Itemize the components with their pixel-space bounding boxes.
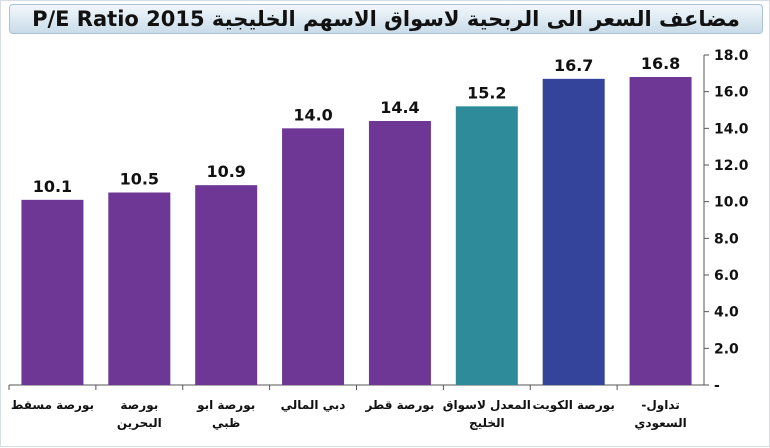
y-tick-label: 8.0 [714,231,739,247]
category-label: بورصة الكويت [533,398,615,413]
category-label: البحرين [117,416,162,430]
bar [282,128,345,385]
bar [368,121,431,385]
category-label: بورصة ابو [196,398,255,413]
y-tick-label: 12.0 [714,158,749,174]
category-label: السعودي [634,416,686,431]
bar-value-label: 14.4 [380,98,419,117]
category-label: ظبي [212,416,240,430]
category-label: بورصة مسقط [11,398,94,413]
category-label: المعدل لاسواق [443,398,531,413]
chart-title-bar: مضاعف السعر الى الربحية لاسواق الاسهم ال… [9,4,763,34]
y-tick-label: 10.0 [714,195,749,211]
bar [21,199,84,385]
bar [455,106,518,385]
y-tick-label: 14.0 [714,121,749,137]
y-tick-label: 18.0 [714,48,749,64]
bar-value-label: 16.8 [641,54,680,73]
category-label: تداول- [641,398,679,413]
y-tick-label: 6.0 [714,268,739,284]
y-tick-label: 2.0 [714,341,739,357]
bar-value-label: 10.1 [33,177,72,196]
category-label: الخليج [469,416,505,430]
y-tick-label: 4.0 [714,305,739,321]
bar [629,77,692,385]
bar [108,192,171,385]
category-label: بورصة قطر [364,398,434,413]
category-label: دبي المالي [281,398,346,412]
bar [542,78,605,385]
y-tick-label: - [714,378,720,394]
bar-value-label: 10.5 [120,170,159,189]
bar-value-label: 15.2 [467,83,506,102]
bar-value-label: 10.9 [206,162,245,181]
bar [195,185,258,385]
bar-value-label: 16.7 [554,56,593,75]
chart-title: مضاعف السعر الى الربحية لاسواق الاسهم ال… [32,7,740,31]
bar-value-label: 14.0 [293,105,332,124]
y-tick-label: 16.0 [714,85,749,101]
category-label: بورصة [120,398,158,413]
